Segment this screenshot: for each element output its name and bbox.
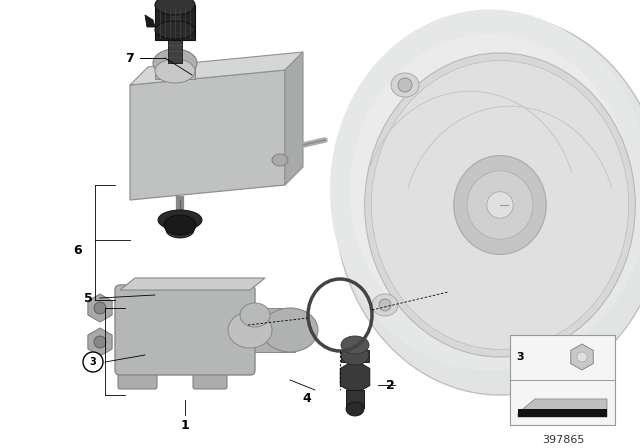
Ellipse shape xyxy=(155,0,195,15)
Text: 2: 2 xyxy=(386,379,394,392)
Circle shape xyxy=(379,299,391,311)
Ellipse shape xyxy=(272,154,288,166)
Ellipse shape xyxy=(164,215,196,235)
Ellipse shape xyxy=(228,312,272,348)
Ellipse shape xyxy=(372,294,398,316)
Circle shape xyxy=(83,352,103,372)
Ellipse shape xyxy=(341,336,369,354)
Ellipse shape xyxy=(374,61,605,319)
FancyBboxPatch shape xyxy=(115,285,255,375)
Text: 397865: 397865 xyxy=(542,435,584,445)
FancyBboxPatch shape xyxy=(193,363,227,389)
Ellipse shape xyxy=(467,171,533,239)
Ellipse shape xyxy=(166,222,194,238)
Ellipse shape xyxy=(487,192,513,218)
Ellipse shape xyxy=(153,49,197,77)
Polygon shape xyxy=(518,399,607,417)
Text: 7: 7 xyxy=(125,52,134,65)
Bar xyxy=(518,409,607,417)
Circle shape xyxy=(94,302,106,314)
Ellipse shape xyxy=(240,303,270,327)
FancyBboxPatch shape xyxy=(118,363,157,389)
Polygon shape xyxy=(130,70,285,200)
Ellipse shape xyxy=(346,402,364,416)
Ellipse shape xyxy=(262,308,318,352)
Circle shape xyxy=(94,336,106,348)
Ellipse shape xyxy=(341,345,369,365)
Circle shape xyxy=(398,78,412,92)
Text: 5: 5 xyxy=(84,292,92,305)
Ellipse shape xyxy=(349,34,630,346)
Bar xyxy=(170,10,180,32)
Polygon shape xyxy=(285,52,303,185)
Bar xyxy=(250,308,295,352)
Bar xyxy=(341,350,369,362)
Ellipse shape xyxy=(454,155,546,254)
Ellipse shape xyxy=(155,59,195,83)
Ellipse shape xyxy=(155,21,195,39)
Bar xyxy=(155,61,195,79)
Bar xyxy=(168,35,182,63)
Ellipse shape xyxy=(158,210,202,230)
Circle shape xyxy=(577,352,587,362)
Ellipse shape xyxy=(335,15,640,395)
Polygon shape xyxy=(120,278,265,290)
Ellipse shape xyxy=(330,9,640,370)
Ellipse shape xyxy=(371,60,628,349)
Ellipse shape xyxy=(391,73,419,97)
Polygon shape xyxy=(145,15,155,27)
Bar xyxy=(510,335,615,425)
Bar xyxy=(346,390,364,408)
Text: 3: 3 xyxy=(516,352,524,362)
Polygon shape xyxy=(130,52,303,85)
Bar xyxy=(155,5,195,40)
Text: 6: 6 xyxy=(74,244,83,257)
Text: 3: 3 xyxy=(90,357,97,367)
Ellipse shape xyxy=(365,53,636,357)
Text: 1: 1 xyxy=(180,418,189,431)
Text: 4: 4 xyxy=(303,392,312,405)
Ellipse shape xyxy=(335,181,640,229)
